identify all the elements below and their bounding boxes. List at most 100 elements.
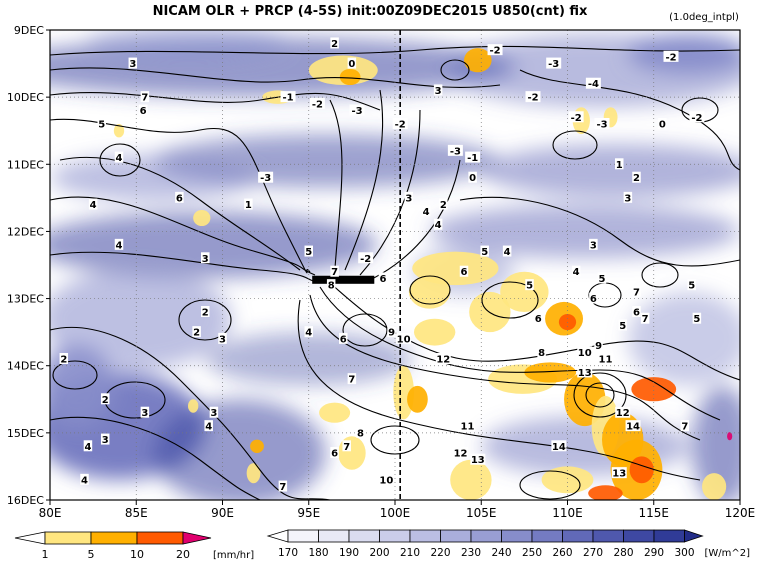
contour-label: 6 (176, 193, 183, 204)
olr-level-label: 180 (308, 547, 328, 559)
contour-label: 4 (573, 267, 580, 278)
contour-label: 5 (688, 281, 695, 292)
contour-label: -2 (571, 113, 582, 124)
olr-region (153, 399, 326, 500)
contour-label: 5 (481, 247, 488, 258)
contour-label: -2 (691, 113, 702, 124)
contour-label-bg (330, 447, 339, 458)
y-axis: 9DEC 10DEC 11DEC 12DEC 13DEC 14DEC 15DEC 16DEC (7, 24, 50, 507)
contour-label: 13 (612, 469, 626, 480)
contour-label-bg (439, 198, 448, 210)
contour-label: 9 (388, 328, 395, 339)
contour-label: 3 (129, 59, 136, 70)
precip-cell (631, 377, 677, 402)
contour-label: 11 (598, 355, 612, 366)
contour-label: 7 (343, 442, 350, 453)
precip-cell (339, 68, 361, 86)
contour-label: 3 (405, 193, 412, 204)
contour-label: 3 (590, 240, 597, 251)
contour-label: 7 (279, 482, 286, 493)
olr-region (50, 268, 232, 370)
contour-label: 6 (140, 106, 147, 117)
contour-label-bg (378, 272, 388, 284)
olr-level-label: 200 (369, 547, 389, 559)
precip-bar-arrow-right (182, 531, 212, 545)
contour-label: 9 (595, 341, 602, 352)
x-tick-label: 120E (725, 506, 756, 520)
contour-label: 0 (348, 59, 355, 70)
contour-label-bg (594, 339, 603, 351)
precip-level-label: 10 (130, 548, 144, 561)
contour-label-bg (433, 84, 443, 96)
contour-label: 14 (626, 422, 640, 433)
precip-cell (413, 318, 456, 346)
contour-label-bg (680, 420, 690, 432)
precip-level-label: 1 (42, 548, 49, 561)
contour-label-bg (625, 420, 641, 432)
precip-cell (464, 48, 492, 73)
contour-label: 14 (552, 442, 566, 453)
olr-bar-segment (348, 529, 380, 543)
contour-label-bg (358, 252, 374, 264)
contour-label-bg (421, 205, 431, 217)
contour-label: 6 (379, 274, 386, 285)
x-tick-label: 80E (39, 506, 62, 520)
contour-label: 3 (141, 408, 148, 419)
contour-label: 6 (535, 314, 542, 325)
olr-unit: [W/m^2] (705, 548, 751, 559)
contour-label-bg (525, 279, 534, 291)
contour-label: 7 (348, 375, 355, 386)
contour-label: -3 (596, 120, 607, 131)
olr-level-label: 210 (400, 547, 420, 559)
precip-cell (727, 432, 733, 441)
contour-label: 4 (116, 240, 123, 251)
contour-label-bg (114, 151, 124, 163)
contour-label-bg (658, 118, 667, 129)
contour-label: 7 (633, 287, 640, 298)
contour-label-bg (175, 191, 184, 203)
contour-label: 7 (681, 422, 688, 433)
olr-bar-arrow-left (266, 529, 289, 543)
contour-label-bg (244, 198, 253, 210)
contour-label-bg (487, 44, 503, 56)
precip-cell (113, 123, 125, 138)
contour-label-bg (640, 312, 650, 324)
olr-bar-segment (501, 529, 533, 543)
contour-label-bg (192, 326, 201, 338)
precip-cell (408, 275, 451, 309)
contour-label: 3 (210, 408, 217, 419)
contour-label-bg (546, 57, 562, 69)
precip-cell (338, 436, 366, 470)
y-tick-label: 16DEC (7, 494, 44, 507)
contour-label: 4 (205, 422, 212, 433)
contour-label-bg (435, 353, 451, 364)
contour-label: 5 (98, 120, 105, 131)
olr-bar-segment (623, 529, 655, 543)
precip-cell (588, 485, 623, 500)
olr-region (627, 291, 740, 386)
contour-label-bg (258, 171, 274, 183)
u850-contours (50, 45, 740, 500)
contour-label: 11 (460, 422, 474, 433)
contour-label: 12 (616, 408, 630, 419)
contour-label-bg (347, 57, 357, 69)
y-tick-label: 12DEC (7, 225, 44, 238)
precip-cell (702, 473, 727, 500)
contour-label: 2 (202, 308, 209, 319)
olr-level-label: 250 (522, 547, 542, 559)
contour-label-bg (100, 433, 110, 445)
contour-label-bg (594, 118, 610, 129)
contour-label: 3 (202, 254, 209, 265)
contour-label-bg (218, 332, 227, 344)
olr-region (50, 211, 378, 279)
contour-label-bg (447, 144, 463, 156)
x-tick-label: 90E (211, 506, 234, 520)
olr-region (627, 33, 740, 74)
contour-label: 10 (379, 475, 393, 486)
olr-level-label: 240 (491, 547, 511, 559)
contour-label-bg (97, 118, 106, 129)
contour-label-bg (632, 306, 641, 317)
olr-region (50, 154, 257, 202)
